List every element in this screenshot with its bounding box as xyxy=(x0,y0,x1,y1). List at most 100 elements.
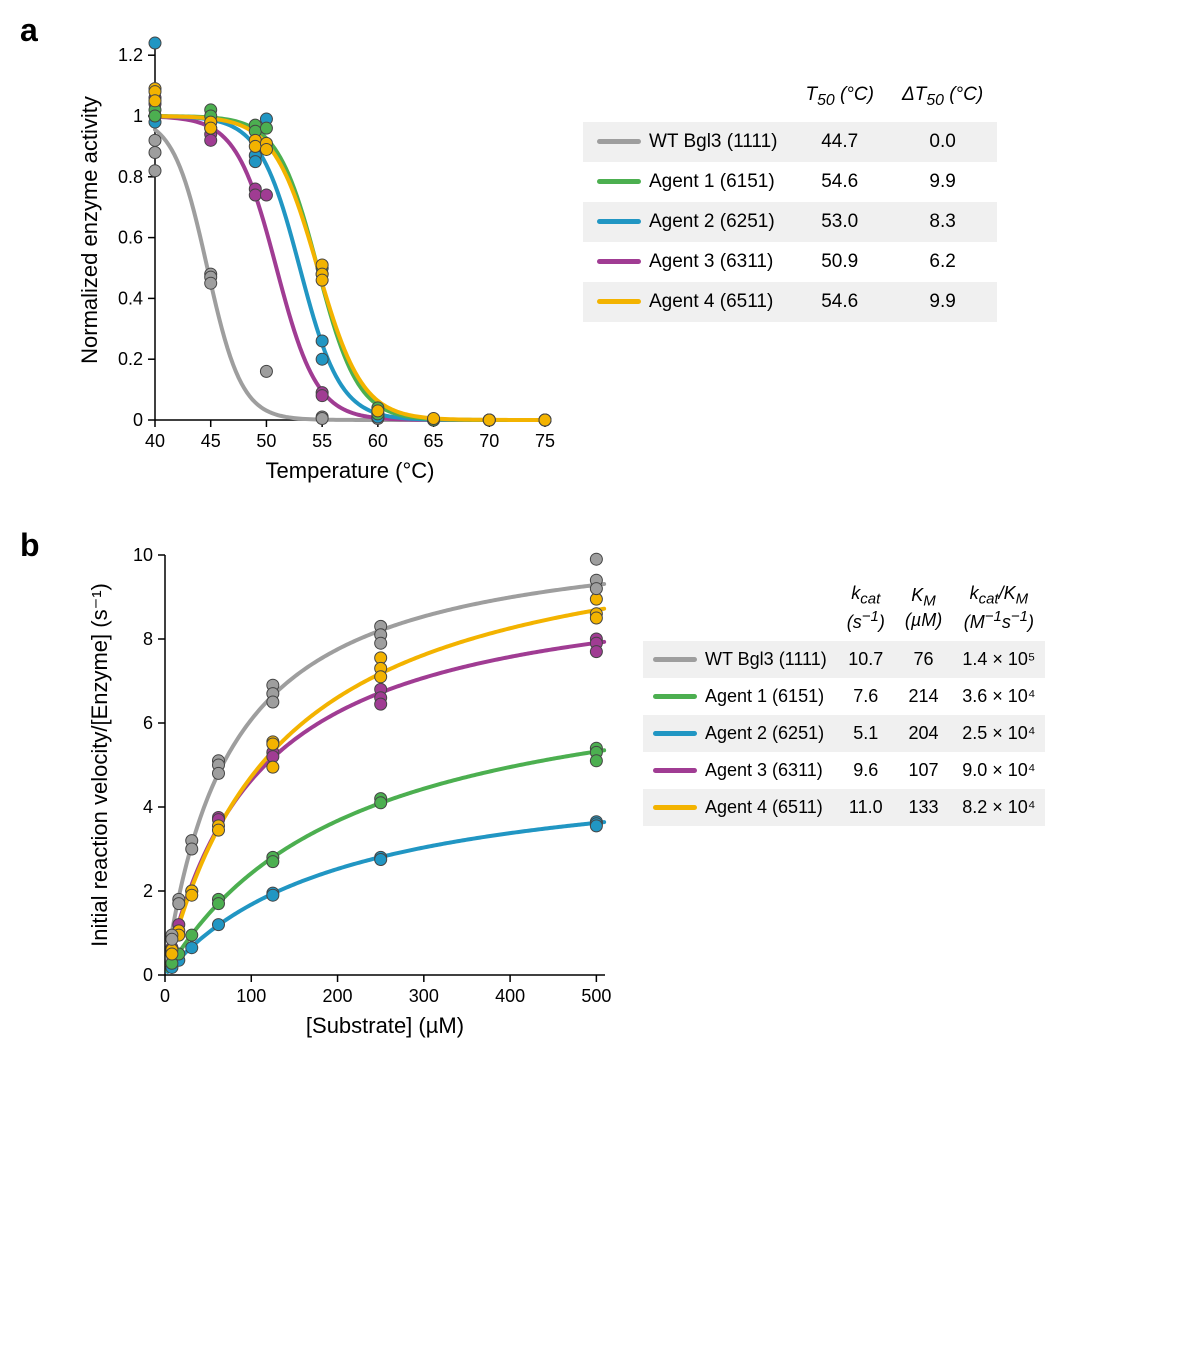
legend-header: kcat(s−1) xyxy=(837,575,895,641)
legend-header: KM(µM) xyxy=(895,575,952,641)
point-wt xyxy=(186,843,198,855)
svg-text:0.2: 0.2 xyxy=(118,349,143,369)
legend-value-ratio: 8.2 × 10⁴ xyxy=(952,789,1045,826)
svg-text:100: 100 xyxy=(236,986,266,1006)
legend-row-wt: WT Bgl3 (1111)44.70.0 xyxy=(583,122,997,162)
svg-text:75: 75 xyxy=(535,431,555,451)
point-agent2 xyxy=(267,889,279,901)
svg-text:70: 70 xyxy=(479,431,499,451)
legend-label: Agent 1 (6151) xyxy=(705,686,824,706)
svg-text:400: 400 xyxy=(495,986,525,1006)
point-agent3 xyxy=(375,698,387,710)
svg-text:Temperature (°C): Temperature (°C) xyxy=(266,458,435,483)
point-agent2 xyxy=(212,919,224,931)
legend-row-agent1: Agent 1 (6151)7.62143.6 × 10⁴ xyxy=(643,678,1045,715)
svg-text:8: 8 xyxy=(143,629,153,649)
svg-text:40: 40 xyxy=(145,431,165,451)
point-wt xyxy=(173,898,185,910)
svg-text:10: 10 xyxy=(133,545,153,565)
point-agent1 xyxy=(186,929,198,941)
legend-swatch-agent1 xyxy=(597,179,641,184)
point-wt xyxy=(149,134,161,146)
legend-swatch-wt xyxy=(597,139,641,144)
legend-a: T50 (°C)ΔT50 (°C)WT Bgl3 (1111)44.70.0Ag… xyxy=(583,75,997,322)
point-agent4 xyxy=(428,412,440,424)
point-agent1 xyxy=(212,898,224,910)
legend-label: Agent 2 (6251) xyxy=(649,211,775,232)
legend-row-wt: WT Bgl3 (1111)10.7761.4 × 10⁵ xyxy=(643,641,1045,678)
point-wt xyxy=(316,412,328,424)
svg-text:500: 500 xyxy=(581,986,611,1006)
legend-row-agent1: Agent 1 (6151)54.69.9 xyxy=(583,162,997,202)
legend-value-t50: 54.6 xyxy=(791,282,887,322)
legend-header: T50 (°C) xyxy=(791,75,887,122)
svg-text:60: 60 xyxy=(368,431,388,451)
panel-b-label: b xyxy=(20,527,40,564)
legend-value-ratio: 1.4 × 10⁵ xyxy=(952,641,1045,678)
point-agent2 xyxy=(316,353,328,365)
legend-swatch-agent3 xyxy=(653,768,697,773)
chart-a: 404550556065707500.20.40.60.811.2Tempera… xyxy=(75,20,555,490)
legend-value-dt: 6.2 xyxy=(888,242,997,282)
legend-value-kcat: 9.6 xyxy=(837,752,895,789)
point-agent4 xyxy=(539,414,551,426)
curve-agent2 xyxy=(155,116,545,420)
point-wt xyxy=(149,165,161,177)
point-agent2 xyxy=(249,156,261,168)
svg-text:0: 0 xyxy=(143,965,153,985)
legend-b: kcat(s−1)KM(µM)kcat/KM(M−1s−1)WT Bgl3 (1… xyxy=(643,575,1045,826)
point-agent3 xyxy=(590,646,602,658)
svg-text:50: 50 xyxy=(256,431,276,451)
legend-value-km: 107 xyxy=(895,752,952,789)
legend-swatch-agent2 xyxy=(597,219,641,224)
legend-value-kcat: 10.7 xyxy=(837,641,895,678)
legend-swatch-agent2 xyxy=(653,731,697,736)
legend-swatch-agent1 xyxy=(653,694,697,699)
legend-value-t50: 50.9 xyxy=(791,242,887,282)
curve-agent2 xyxy=(168,822,605,972)
point-agent2 xyxy=(186,942,198,954)
point-wt xyxy=(260,365,272,377)
legend-value-t50: 54.6 xyxy=(791,162,887,202)
svg-text:45: 45 xyxy=(201,431,221,451)
point-agent1 xyxy=(590,755,602,767)
chart-b: 01002003004005000246810[Substrate] (µM)I… xyxy=(75,535,615,1055)
legend-value-ratio: 9.0 × 10⁴ xyxy=(952,752,1045,789)
legend-value-t50: 53.0 xyxy=(791,202,887,242)
svg-text:0.6: 0.6 xyxy=(118,228,143,248)
legend-value-dt: 9.9 xyxy=(888,282,997,322)
point-agent2 xyxy=(375,854,387,866)
svg-text:55: 55 xyxy=(312,431,332,451)
point-agent4 xyxy=(166,948,178,960)
legend-value-km: 76 xyxy=(895,641,952,678)
legend-swatch-agent3 xyxy=(597,259,641,264)
svg-text:4: 4 xyxy=(143,797,153,817)
svg-text:300: 300 xyxy=(409,986,439,1006)
point-agent4 xyxy=(316,274,328,286)
point-agent3 xyxy=(316,390,328,402)
panel-a: a 404550556065707500.20.40.60.811.2Tempe… xyxy=(20,20,1180,495)
point-agent1 xyxy=(260,122,272,134)
legend-swatch-agent4 xyxy=(597,299,641,304)
point-agent1 xyxy=(267,856,279,868)
point-agent4 xyxy=(590,612,602,624)
legend-row-agent4: Agent 4 (6511)11.01338.2 × 10⁴ xyxy=(643,789,1045,826)
curve-agent1 xyxy=(155,116,545,420)
svg-text:Initial reaction velocity/[Enz: Initial reaction velocity/[Enzyme] (s⁻¹) xyxy=(87,583,112,947)
point-wt xyxy=(590,583,602,595)
legend-value-km: 133 xyxy=(895,789,952,826)
chart-a-wrap: 404550556065707500.20.40.60.811.2Tempera… xyxy=(75,20,555,495)
legend-value-kcat: 7.6 xyxy=(837,678,895,715)
legend-label: Agent 3 (6311) xyxy=(705,760,823,780)
legend-value-kcat: 11.0 xyxy=(837,789,895,826)
point-wt xyxy=(205,277,217,289)
svg-text:6: 6 xyxy=(143,713,153,733)
point-agent4 xyxy=(186,889,198,901)
legend-row-agent3: Agent 3 (6311) 9.61079.0 × 10⁴ xyxy=(643,752,1045,789)
point-agent2 xyxy=(149,37,161,49)
svg-text:65: 65 xyxy=(424,431,444,451)
point-wt xyxy=(166,933,178,945)
point-agent1 xyxy=(149,110,161,122)
point-agent4 xyxy=(212,824,224,836)
svg-text:0: 0 xyxy=(133,410,143,430)
